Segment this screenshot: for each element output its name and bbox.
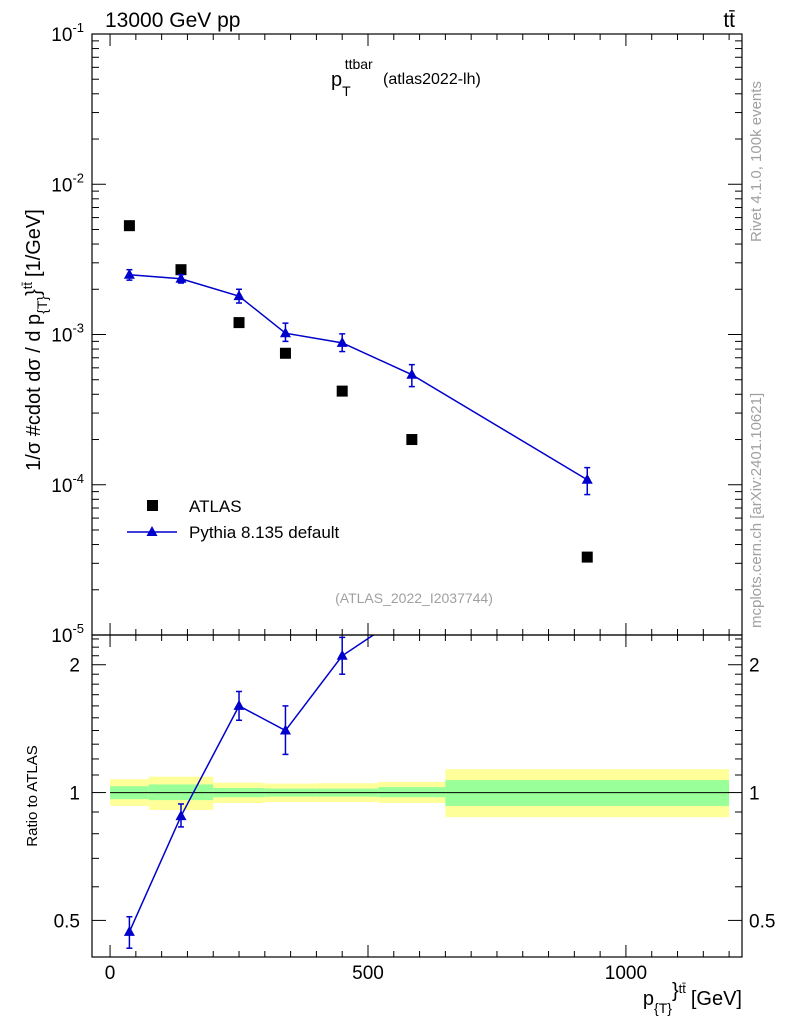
ratio-pythia-point bbox=[582, 566, 593, 576]
energy-label: 13000 GeV pp bbox=[105, 9, 240, 32]
rivet-label: Rivet 4.1.0, 100k events bbox=[748, 81, 765, 242]
main-title-main: p bbox=[331, 69, 342, 91]
main-ytick-label-base: 10 bbox=[51, 25, 72, 46]
atlas-point bbox=[233, 317, 245, 329]
ratio-xlabel-unit: [GeV] bbox=[691, 988, 742, 1010]
main-plot-area bbox=[123, 220, 593, 563]
atlas-point bbox=[581, 551, 593, 563]
ratio-ytick-label-right: 0.5 bbox=[749, 911, 775, 932]
ratio-xlabel-sub: {T} bbox=[654, 1000, 672, 1016]
main-ylabel: 1/σ #cdot dσ / d p{T}}tt̄ [1/GeV] bbox=[20, 209, 50, 471]
main-title-sup: ttbar bbox=[345, 56, 373, 72]
main-axis-ticks: 10-110-210-310-410-5 bbox=[51, 20, 742, 647]
pythia-point bbox=[279, 327, 291, 338]
atlas-point bbox=[279, 347, 291, 359]
process-label: tt̄ bbox=[723, 9, 735, 32]
main-ytick-label-exp: -3 bbox=[72, 321, 84, 336]
main-ytick-label-exp: -1 bbox=[72, 20, 84, 35]
main-title-suffix: (atlas2022-lh) bbox=[383, 71, 481, 88]
ratio-ytick-label-left: 1 bbox=[69, 784, 80, 805]
ratio-xtick-label: 500 bbox=[352, 963, 384, 984]
ratio-xlabel-sup: } bbox=[672, 980, 679, 1002]
ratio-xlabel-sup2: tt̄ bbox=[679, 981, 687, 996]
main-ytick-label: 10-5 bbox=[51, 621, 84, 647]
main-ytick-label: 10-4 bbox=[51, 471, 84, 497]
mcplots-label: mcplots.cern.ch [arXiv:2401.10621] bbox=[748, 393, 765, 628]
legend-marker-atlas bbox=[147, 500, 158, 511]
ratio-plot-panel: 0 500 1000 0.5 0.5 1 1 2 2 Ratio to ATLAS p{T}}t… bbox=[24, 566, 775, 1016]
main-ylabel-sup2: tt̄ bbox=[20, 282, 35, 290]
main-ytick-label-exp: -2 bbox=[72, 170, 84, 185]
ratio-pythia-point bbox=[175, 810, 187, 821]
analysis-watermark: (ATLAS_2022_I2037744) bbox=[335, 590, 493, 606]
legend-label-atlas: ATLAS bbox=[189, 497, 242, 516]
ratio-plot-area bbox=[123, 566, 593, 949]
main-ytick-label-base: 10 bbox=[51, 476, 72, 497]
main-ytick-label: 10-1 bbox=[51, 20, 84, 46]
main-ytick-label: 10-3 bbox=[51, 321, 84, 347]
main-ylabel-unit: [1/GeV] bbox=[23, 209, 45, 277]
main-ytick-label: 10-2 bbox=[51, 170, 84, 196]
main-ytick-label-exp: -5 bbox=[72, 621, 84, 636]
ratio-uncertainty-bands bbox=[110, 769, 730, 818]
legend: ATLAS Pythia 8.135 default bbox=[127, 497, 340, 542]
atlas-point bbox=[175, 264, 187, 276]
pythia-point bbox=[233, 290, 245, 301]
main-ylabel-main: 1/σ #cdot dσ / d p bbox=[23, 314, 45, 471]
main-ytick-label-base: 10 bbox=[51, 626, 72, 647]
ratio-frame bbox=[91, 634, 743, 958]
ratio-ytick-label-right: 2 bbox=[749, 656, 760, 677]
main-frame bbox=[91, 33, 743, 636]
pythia-point bbox=[406, 368, 418, 379]
main-title: pTttbar bbox=[331, 56, 373, 99]
main-ytick-label-exp: -4 bbox=[72, 471, 84, 486]
ratio-ytick-label-left: 0.5 bbox=[54, 911, 80, 932]
atlas-point bbox=[336, 385, 348, 397]
ratio-axis-ticks: 0 500 1000 0.5 0.5 1 1 2 2 bbox=[54, 635, 775, 984]
ratio-pythia-point bbox=[336, 649, 348, 660]
ratio-xtick-label: 0 bbox=[105, 963, 116, 984]
legend-marker-pythia bbox=[146, 526, 158, 536]
main-title-sub: T bbox=[342, 83, 351, 99]
main-ylabel-sup: } bbox=[23, 289, 45, 296]
main-ytick-label-base: 10 bbox=[51, 326, 72, 347]
atlas-point bbox=[406, 434, 418, 446]
legend-label-pythia: Pythia 8.135 default bbox=[189, 523, 340, 542]
atlas-point bbox=[123, 220, 135, 232]
ratio-pythia-point bbox=[123, 925, 135, 936]
pythia-point bbox=[123, 268, 135, 279]
pythia-line bbox=[129, 273, 588, 481]
pythia-point bbox=[336, 336, 348, 347]
main-plot-panel: 10-110-210-310-410-5 pTttbar (atlas2022-… bbox=[20, 20, 743, 647]
ratio-pythia-line bbox=[128, 635, 375, 933]
ratio-xlabel-main: p bbox=[643, 988, 654, 1010]
ratio-pythia-point bbox=[279, 724, 291, 735]
main-ytick-label-base: 10 bbox=[51, 175, 72, 196]
ratio-ytick-label-right: 1 bbox=[749, 784, 760, 805]
main-ylabel-sub: {T} bbox=[34, 296, 50, 314]
ratio-ytick-label-left: 2 bbox=[69, 656, 80, 677]
ratio-pythia-point bbox=[233, 699, 245, 710]
ratio-xlabel: p{T}}tt̄ [GeV] bbox=[643, 980, 742, 1016]
pythia-point bbox=[581, 473, 593, 484]
ratio-ylabel: Ratio to ATLAS bbox=[24, 745, 41, 846]
ratio-xtick-label: 1000 bbox=[605, 963, 647, 984]
pythia-point bbox=[175, 272, 187, 283]
